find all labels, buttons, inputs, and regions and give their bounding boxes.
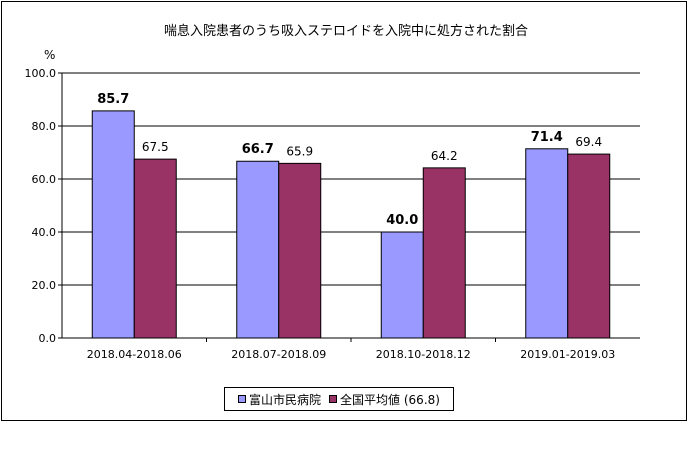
data-label: 71.4 [531, 130, 563, 145]
chart-legend: 富山市民病院 全国平均値 (66.8) [224, 387, 454, 411]
data-label: 66.7 [242, 142, 274, 157]
y-axis-unit-label: % [44, 48, 56, 62]
bar [278, 162, 322, 339]
bar [133, 158, 177, 339]
bar [236, 160, 280, 339]
bar [380, 231, 424, 339]
data-label: 40.0 [386, 213, 418, 228]
legend-item-national-average: 全国平均値 (66.8) [329, 391, 440, 408]
y-tick-label: 80.0 [32, 120, 57, 133]
data-label: 85.7 [97, 92, 129, 107]
legend-label-national-average: 全国平均値 (66.8) [340, 392, 440, 407]
legend-item-hospital: 富山市民病院 [238, 391, 321, 408]
data-label: 69.4 [575, 135, 602, 149]
x-tick-label: 2018.10-2018.12 [376, 348, 471, 361]
legend-label-hospital: 富山市民病院 [249, 392, 322, 407]
x-tick-label: 2018.04-2018.06 [87, 348, 182, 361]
data-label: 67.5 [142, 140, 169, 154]
y-tick-label: 0.0 [39, 332, 57, 345]
y-tick-label: 20.0 [32, 279, 57, 292]
legend-swatch-national-average [329, 395, 338, 403]
bar [525, 148, 569, 339]
x-tick-label: 2018.07-2018.09 [231, 348, 326, 361]
data-label: 65.9 [286, 144, 313, 158]
data-label: 64.2 [431, 149, 458, 163]
bar [567, 153, 611, 339]
bar [422, 167, 466, 339]
y-tick-label: 60.0 [32, 173, 57, 186]
y-tick-label: 40.0 [32, 226, 57, 239]
legend-swatch-hospital [238, 395, 247, 403]
chart-title: 喘息入院患者のうち吸入ステロイドを入院中に処方された割合 [163, 24, 528, 39]
y-tick-label: 100.0 [25, 67, 57, 80]
bar [91, 110, 135, 339]
x-tick-label: 2019.01-2019.03 [520, 348, 615, 361]
